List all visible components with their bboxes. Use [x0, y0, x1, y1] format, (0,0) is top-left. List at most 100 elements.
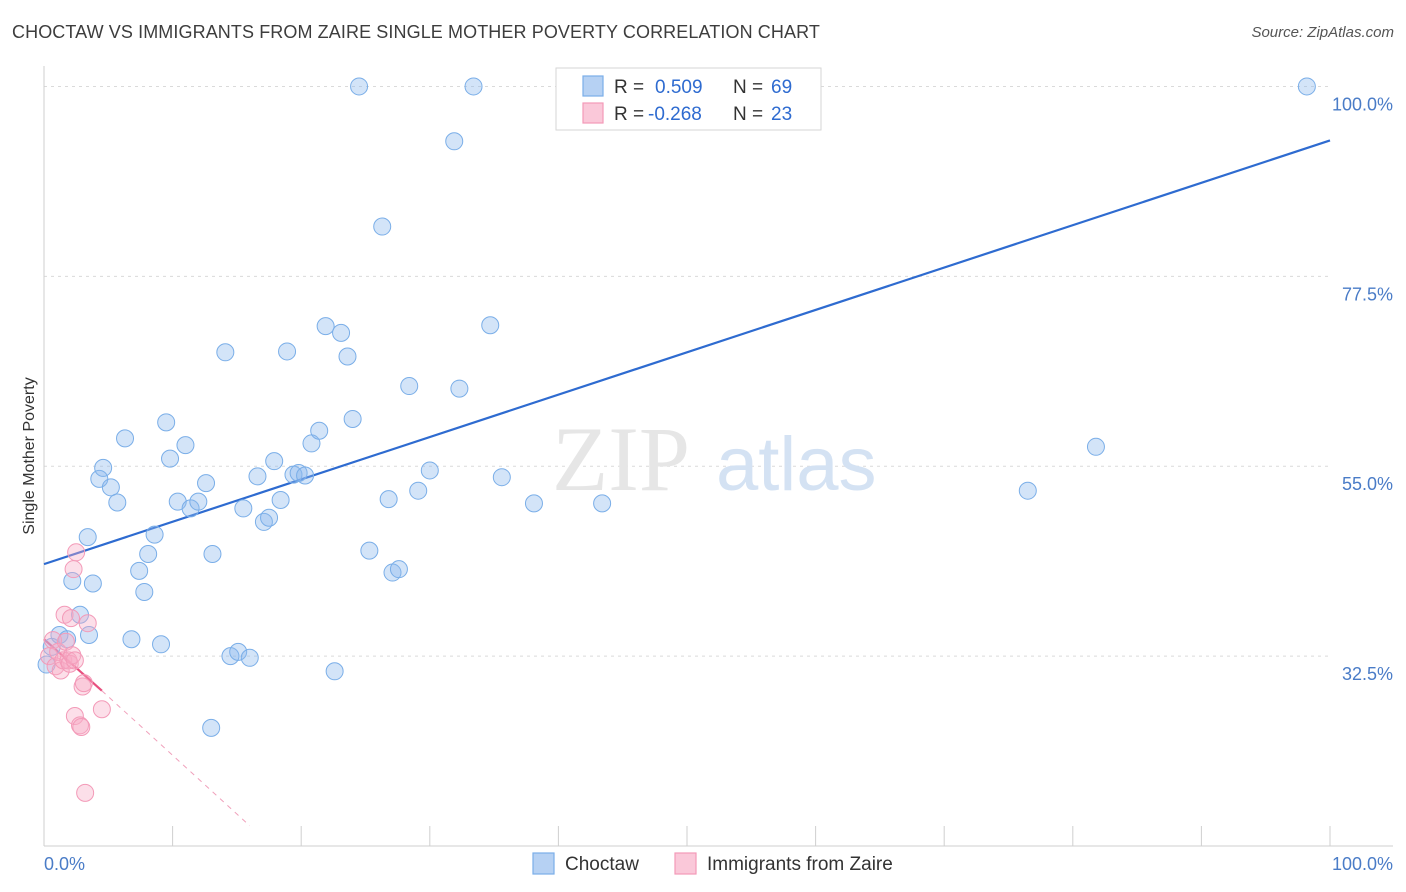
choctaw-point — [296, 466, 315, 485]
y-tick-label: 100.0% — [1332, 94, 1393, 114]
choctaw-point — [265, 452, 284, 471]
x-tick-label-max: 100.0% — [1332, 854, 1393, 874]
choctaw-point — [189, 492, 208, 511]
zaire-point — [67, 543, 86, 562]
choctaw-point — [203, 544, 222, 563]
choctaw-point — [216, 343, 235, 362]
legend-n-value-2: 23 — [771, 104, 792, 125]
zaire-points — [40, 543, 111, 802]
choctaw-point — [524, 494, 543, 513]
choctaw-point — [343, 409, 362, 428]
legend-r-value-1: 0.509 — [655, 77, 703, 98]
choctaw-point — [108, 493, 127, 512]
zaire-point — [76, 783, 95, 802]
choctaw-point — [248, 467, 267, 486]
choctaw-point — [350, 77, 369, 96]
zaire-point — [65, 651, 84, 670]
choctaw-point — [400, 377, 419, 396]
watermark: ZIP atlas — [552, 408, 877, 510]
x-tick-labels: 0.0% 100.0% — [44, 854, 1393, 874]
y-tick-label: 55.0% — [1342, 474, 1393, 494]
zaire-point — [63, 646, 82, 665]
legend-n-label-2: N = — [733, 104, 763, 125]
choctaw-point — [202, 718, 221, 737]
zaire-point — [64, 560, 83, 579]
y-axis-label: Single Mother Poverty — [21, 377, 38, 534]
watermark-zip: ZIP — [552, 408, 690, 510]
zaire-trend-extension — [101, 690, 251, 827]
choctaw-point — [122, 630, 141, 649]
choctaw-points — [37, 77, 1316, 737]
choctaw-point — [492, 468, 511, 487]
choctaw-point — [181, 499, 200, 518]
y-tick-label: 77.5% — [1342, 284, 1393, 304]
zaire-point — [62, 609, 81, 628]
choctaw-point — [316, 317, 335, 336]
source-label: Source: ZipAtlas.com — [1251, 24, 1394, 41]
choctaw-point — [373, 217, 392, 236]
choctaw-point — [135, 582, 154, 601]
choctaw-point — [94, 458, 113, 477]
choctaw-point — [481, 316, 500, 335]
choctaw-point — [271, 490, 290, 509]
x-tick-label-min: 0.0% — [44, 854, 85, 874]
bottom-legend-swatch-zaire — [674, 852, 697, 875]
choctaw-point — [260, 508, 279, 527]
zaire-point — [74, 674, 93, 693]
choctaw-point — [161, 449, 180, 468]
legend-n-label-1: N = — [733, 77, 763, 98]
choctaw-point — [389, 560, 408, 579]
zaire-point — [51, 661, 70, 680]
choctaw-point — [157, 413, 176, 432]
zaire-point — [72, 718, 91, 737]
choctaw-point — [176, 436, 195, 455]
legend-r-label-2: R = — [614, 104, 644, 125]
choctaw-point — [130, 561, 149, 580]
legend-r-value-2: -0.268 — [648, 104, 702, 125]
bottom-legend: Choctaw Immigrants from Zaire — [532, 852, 893, 875]
choctaw-point — [360, 541, 379, 560]
choctaw-point — [445, 132, 464, 151]
choctaw-point — [310, 421, 329, 440]
choctaw-point — [197, 474, 216, 493]
bottom-legend-zaire: Immigrants from Zaire — [707, 854, 893, 875]
choctaw-point — [464, 77, 483, 96]
watermark-atlas: atlas — [716, 422, 877, 507]
choctaw-point — [420, 461, 439, 480]
legend-r-label-1: R = — [614, 77, 644, 98]
choctaw-point — [409, 481, 428, 500]
choctaw-point — [332, 323, 351, 342]
choctaw-point — [1086, 437, 1105, 456]
choctaw-point — [83, 574, 102, 593]
choctaw-point — [338, 347, 357, 366]
choctaw-point — [145, 525, 164, 544]
choctaw-point — [152, 635, 171, 654]
legend-n-value-1: 69 — [771, 77, 792, 98]
legend-box: R = 0.509 N = 69 R = -0.268 N = 23 — [555, 67, 822, 131]
bottom-legend-choctaw: Choctaw — [565, 854, 639, 875]
choctaw-point — [116, 429, 135, 448]
choctaw-point — [240, 648, 259, 667]
choctaw-trend-line — [43, 139, 1331, 566]
choctaw-point — [1297, 77, 1316, 96]
choctaw-point — [450, 379, 469, 398]
choctaw-point — [1018, 481, 1037, 500]
choctaw-point — [379, 490, 398, 509]
zaire-point — [92, 700, 111, 719]
y-tick-label: 32.5% — [1342, 664, 1393, 684]
choctaw-point — [229, 642, 248, 661]
grid-lines — [44, 85, 1330, 657]
legend-swatch-choctaw — [582, 75, 604, 97]
chart-title: CHOCTAW VS IMMIGRANTS FROM ZAIRE SINGLE … — [12, 22, 820, 42]
y-tick-labels: 32.5% 55.0% 77.5% 100.0% — [1332, 94, 1393, 684]
zaire-point — [78, 614, 97, 633]
axes — [43, 66, 1393, 847]
choctaw-point — [325, 662, 344, 681]
choctaw-point — [278, 342, 297, 361]
legend-swatch-zaire — [582, 102, 604, 124]
zaire-point — [65, 707, 84, 726]
choctaw-point — [593, 494, 612, 513]
choctaw-point — [139, 544, 158, 563]
choctaw-point — [78, 528, 97, 547]
